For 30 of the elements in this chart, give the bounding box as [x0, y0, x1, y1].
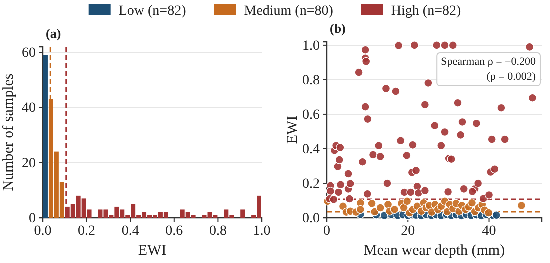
y-tick-label: 0.2 [302, 176, 320, 192]
y-tick-label: 0 [29, 211, 36, 226]
y-tick-label: 0.6 [302, 108, 320, 123]
x-tick-label: 0.8 [209, 224, 227, 239]
x-tick-label: 0.6 [166, 224, 184, 239]
y-tick-label: 0.4 [302, 142, 320, 158]
x-tick-label: 1.0 [253, 224, 271, 239]
x-tick-label: 40 [482, 224, 496, 239]
x-tick-label: 0 [324, 224, 330, 239]
legend-label: Medium (n=80) [244, 4, 334, 19]
legend-label: Low (n=82) [118, 4, 187, 19]
annotation: (p = 0.002) [486, 71, 536, 83]
x-tick-label: 0.2 [78, 224, 96, 239]
x-axis-title: EWI [138, 243, 167, 259]
y-tick-label: 0.8 [302, 73, 320, 88]
y-tick-label: 0.0 [302, 211, 320, 226]
y-tick-label: 1.0 [302, 38, 320, 54]
y-axis-title: EWI [285, 116, 301, 144]
y-tick-label: 60 [22, 46, 36, 61]
y-tick-label: 40 [22, 101, 36, 116]
annotation: Spearman ρ = −0.200 [441, 56, 536, 68]
x-tick-label: 0.4 [122, 224, 140, 239]
x-axis-title: Mean wear depth (mm) [364, 243, 506, 259]
chart-title: (b) [330, 21, 346, 36]
y-tick-label: 20 [22, 156, 36, 172]
x-tick-label: 0.0 [34, 224, 52, 239]
legend-label: High (n=82) [391, 4, 462, 19]
y-axis-title: Number of samples [1, 74, 17, 192]
x-tick-label: 20 [401, 224, 416, 239]
chart-title: (a) [46, 26, 62, 41]
